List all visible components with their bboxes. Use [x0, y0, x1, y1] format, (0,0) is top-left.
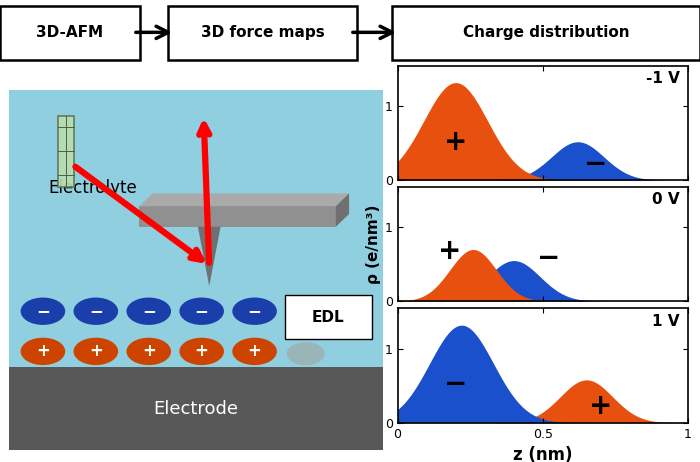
Text: −: −: [444, 370, 468, 398]
X-axis label: z (nm): z (nm): [513, 446, 573, 462]
Y-axis label: ρ (e/nm³): ρ (e/nm³): [365, 204, 381, 284]
Text: −: −: [248, 302, 262, 320]
FancyBboxPatch shape: [139, 206, 336, 227]
Text: Electrode: Electrode: [153, 401, 239, 419]
Ellipse shape: [74, 338, 118, 365]
Ellipse shape: [287, 342, 325, 365]
Bar: [9, 90, 383, 368]
FancyBboxPatch shape: [392, 6, 700, 60]
Ellipse shape: [127, 298, 171, 325]
Bar: [9, 367, 383, 450]
Text: +: +: [195, 342, 209, 360]
Text: +: +: [589, 392, 612, 420]
Text: −: −: [89, 302, 103, 320]
FancyBboxPatch shape: [285, 295, 372, 339]
Text: +: +: [248, 342, 262, 360]
Text: +: +: [89, 342, 103, 360]
Text: 1 V: 1 V: [652, 314, 680, 329]
FancyBboxPatch shape: [0, 6, 140, 60]
Ellipse shape: [127, 338, 171, 365]
Ellipse shape: [74, 298, 118, 325]
Text: +: +: [444, 128, 468, 156]
Ellipse shape: [179, 338, 224, 365]
Text: -1 V: -1 V: [645, 71, 680, 86]
Text: −: −: [142, 302, 155, 320]
Text: −: −: [584, 150, 607, 178]
Text: 3D-AFM: 3D-AFM: [36, 25, 104, 41]
FancyBboxPatch shape: [168, 6, 357, 60]
Text: Charge distribution: Charge distribution: [463, 25, 629, 41]
Text: −: −: [195, 302, 209, 320]
Ellipse shape: [20, 338, 65, 365]
Text: EDL: EDL: [312, 310, 344, 325]
Bar: [57, 116, 74, 187]
Ellipse shape: [20, 298, 65, 325]
Ellipse shape: [232, 298, 277, 325]
Text: −: −: [537, 244, 560, 273]
Text: Electrolyte: Electrolyte: [48, 179, 137, 197]
Text: +: +: [36, 342, 50, 360]
Text: +: +: [438, 237, 461, 265]
Polygon shape: [198, 227, 220, 286]
Text: +: +: [142, 342, 155, 360]
Polygon shape: [139, 194, 349, 206]
Ellipse shape: [287, 298, 325, 321]
Polygon shape: [336, 194, 349, 227]
Text: −: −: [36, 302, 50, 320]
Ellipse shape: [232, 338, 277, 365]
Text: 3D force maps: 3D force maps: [201, 25, 324, 41]
Ellipse shape: [179, 298, 224, 325]
Text: 0 V: 0 V: [652, 192, 680, 207]
